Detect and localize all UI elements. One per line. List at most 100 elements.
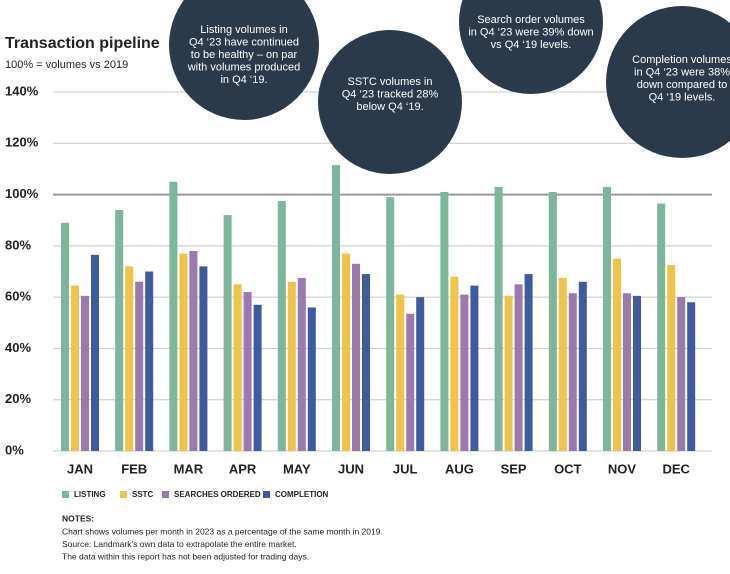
x-tick-label: DEC	[662, 461, 690, 476]
x-tick-label: JAN	[67, 461, 93, 476]
bar	[61, 222, 69, 451]
bar	[667, 265, 676, 451]
callout-text: down compared to	[637, 79, 728, 91]
bar	[135, 281, 144, 451]
callout-text: SSTC volumes in	[348, 76, 433, 88]
y-tick-label: 100%	[5, 186, 39, 201]
x-tick-label: MAY	[283, 461, 311, 476]
callout-text: below Q4 ‘19.	[356, 101, 423, 113]
callout-bubble	[459, 0, 603, 94]
callout-text: in Q4 ‘23 were 39% down	[468, 26, 593, 38]
bar	[223, 215, 232, 451]
legend-label: SSTC	[132, 490, 154, 499]
callout-text: Listing volumes in	[200, 24, 287, 36]
bar	[568, 293, 577, 451]
y-tick-label: 80%	[5, 237, 31, 252]
y-tick-label: 40%	[5, 340, 31, 355]
callout-text: Completion volumes	[632, 54, 730, 66]
bar	[396, 294, 405, 451]
bar	[287, 281, 296, 451]
callout-bubble	[169, 0, 319, 120]
y-tick-label: 0%	[5, 442, 24, 457]
bar	[406, 313, 415, 451]
bar	[657, 203, 666, 451]
bar	[243, 292, 252, 451]
x-tick-label: OCT	[554, 461, 582, 476]
bar	[115, 209, 124, 451]
callout-text: with volumes produced	[187, 61, 301, 73]
callout-bubble	[318, 30, 462, 174]
callout-text: Q4 ‘23 have continued	[189, 36, 299, 48]
legend-swatch	[162, 491, 169, 498]
callout-text: Search order volumes	[477, 14, 585, 26]
bar	[169, 181, 178, 451]
bar	[199, 266, 208, 451]
bar	[145, 271, 154, 451]
bar	[548, 192, 557, 451]
x-tick-label: SEP	[501, 461, 527, 476]
bar	[277, 200, 286, 451]
callout-text: Q4 ‘23 tracked 28%	[342, 88, 439, 100]
callout-bubble	[606, 6, 730, 158]
chart-title: Transaction pipeline	[5, 35, 160, 52]
bar	[470, 285, 479, 451]
callout-text: vs Q4 ‘19 levels.	[491, 39, 572, 51]
bar	[613, 258, 621, 451]
bar	[81, 295, 89, 451]
bar	[494, 186, 503, 451]
bar	[253, 304, 262, 451]
bar	[504, 295, 513, 451]
x-tick-label: MAR	[174, 461, 204, 476]
bar	[307, 307, 316, 451]
legend-label: LISTING	[74, 490, 106, 499]
bar	[386, 197, 395, 451]
y-tick-label: 120%	[5, 135, 39, 150]
bar	[440, 192, 449, 451]
bar	[677, 297, 686, 451]
notes-line: Source: Landmark’s own data to extrapola…	[62, 539, 297, 549]
x-tick-label: FEB	[121, 461, 147, 476]
y-tick-label: 60%	[5, 289, 31, 304]
x-tick-label: NOV	[608, 461, 637, 476]
callout-text: to be healthy – on par	[191, 49, 298, 61]
bar	[189, 250, 198, 451]
bar	[179, 253, 188, 451]
bar	[578, 281, 587, 451]
notes-line: The data within this report has not been…	[62, 551, 309, 561]
legend-swatch	[62, 491, 69, 498]
x-tick-label: JUN	[338, 461, 364, 476]
legend-label: SEARCHES ORDERED	[174, 490, 261, 499]
bar	[362, 274, 370, 451]
notes-heading: NOTES:	[62, 513, 94, 523]
bar	[332, 165, 340, 451]
bar	[125, 266, 134, 451]
bar	[297, 277, 306, 451]
bar	[514, 284, 523, 451]
bar	[91, 254, 99, 451]
legend-swatch	[263, 491, 270, 498]
bar	[352, 263, 360, 451]
bar	[342, 253, 350, 451]
bar	[687, 302, 696, 451]
bar	[633, 295, 641, 451]
bar	[524, 274, 533, 451]
y-tick-label: 20%	[5, 391, 31, 406]
y-tick-label: 140%	[5, 83, 39, 98]
legend-swatch	[120, 491, 127, 498]
x-tick-label: JUL	[393, 461, 418, 476]
bar	[603, 186, 611, 451]
bar	[450, 276, 459, 451]
callout-text: in Q4 ‘23 were 38%	[634, 66, 730, 78]
callout-text: Q4 ‘19 levels.	[649, 91, 716, 103]
chart-subtitle: 100% = volumes vs 2019	[5, 59, 128, 71]
callout-text: in Q4 ‘19.	[220, 74, 267, 86]
x-tick-label: APR	[229, 461, 257, 476]
bar	[460, 294, 469, 451]
legend-label: COMPLETION	[275, 490, 329, 499]
bar	[558, 277, 567, 451]
bar	[416, 297, 425, 451]
notes-line: Chart shows volumes per month in 2023 as…	[62, 526, 383, 536]
bar	[71, 285, 79, 451]
